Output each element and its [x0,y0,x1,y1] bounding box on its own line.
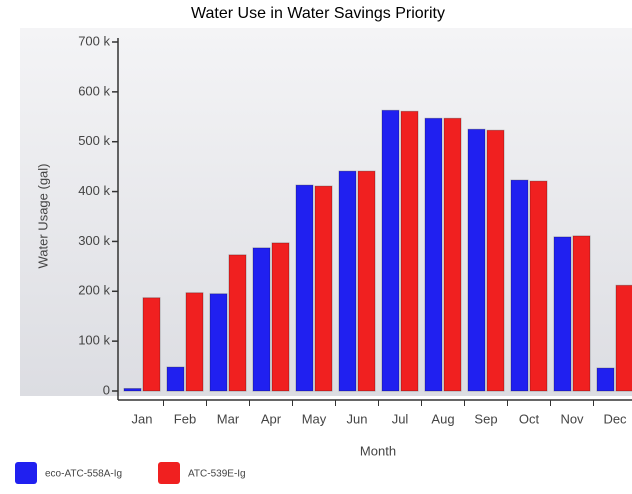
bar [314,185,333,392]
bar [185,292,204,392]
x-tick-label: Apr [261,411,282,426]
x-tick-label: Feb [174,411,196,426]
bar [553,236,572,392]
bar [400,110,419,392]
bar [596,367,615,392]
bar [209,293,228,392]
bar [572,235,591,392]
bar [271,242,290,392]
chart-title: Water Use in Water Savings Priority [191,5,445,22]
bar [381,109,400,392]
x-tick-label: Jun [347,411,368,426]
x-tick-label: Aug [431,411,454,426]
bar [338,170,357,392]
bar [142,297,161,392]
x-tick-label: Sep [474,411,497,426]
legend-label: eco-ATC-558A-Ig [45,469,122,480]
y-tick-label: 200 k [78,283,110,298]
bar [615,284,632,392]
x-tick-label: Nov [560,411,584,426]
y-tick-label: 300 k [78,233,110,248]
x-axis-label: Month [360,443,396,458]
legend-label: ATC-539E-Ig [188,469,246,480]
bar [357,170,376,392]
bar [252,247,271,392]
bar [424,117,443,392]
y-tick-label: 600 k [78,83,110,98]
bar [529,180,548,392]
y-tick-label: 100 k [78,333,110,348]
y-tick-label: 700 k [78,33,110,48]
bar [510,179,529,392]
x-tick-label: Jul [392,411,409,426]
legend-swatch [15,462,37,484]
bar [295,184,314,392]
x-tick-label: Mar [217,411,240,426]
bar [443,117,462,392]
bar [123,388,142,392]
bar [467,128,486,392]
y-tick-label: 500 k [78,133,110,148]
legend-swatch [158,462,180,484]
bar [228,254,247,392]
y-tick-label: 400 k [78,183,110,198]
x-tick-label: Jan [132,411,153,426]
bar [486,129,505,392]
y-tick-label: 0 [103,382,110,397]
y-axis-label: Water Usage (gal) [35,164,50,269]
x-tick-label: Dec [603,411,627,426]
x-tick-label: Oct [519,411,540,426]
bar [166,366,185,392]
x-tick-label: May [302,411,327,426]
